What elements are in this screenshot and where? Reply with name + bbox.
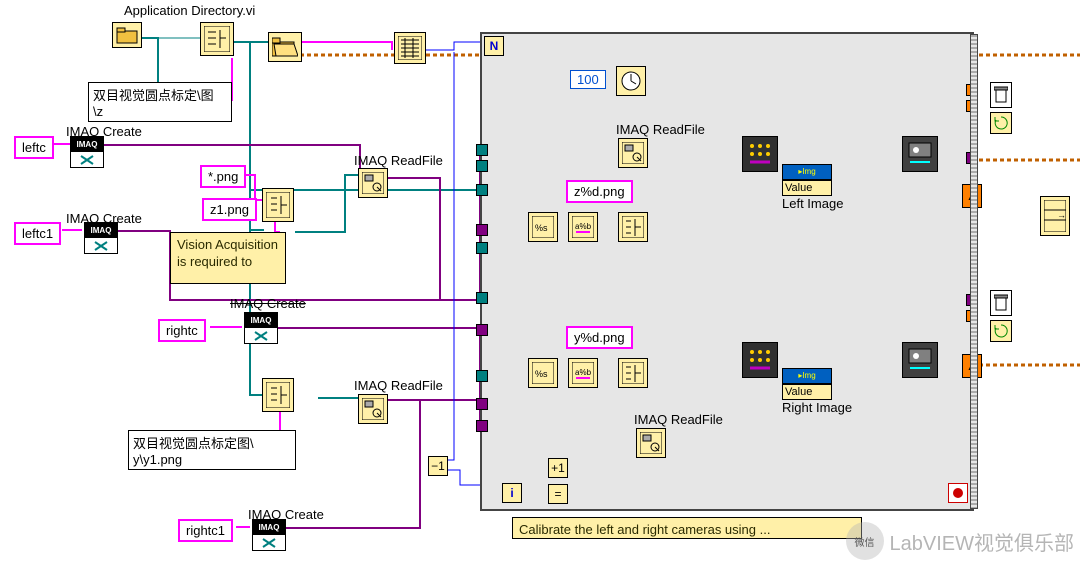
build-path-1-icon (200, 22, 234, 56)
imaq-create-4-icon: IMAQ (252, 519, 286, 551)
imaq-readfile-label-4: IMAQ ReadFile (634, 412, 723, 427)
const-yfmt-png: y%d.png (566, 326, 633, 349)
const-rightc: rightc (158, 319, 206, 342)
prop-node-left: ▸Img Value (782, 164, 832, 196)
loop-conditional-terminal (948, 483, 968, 503)
dispose-1-icon (990, 82, 1012, 108)
const-leftc1: leftc1 (14, 222, 61, 245)
increment-icon: +1 (548, 458, 568, 478)
calib-grid-2-icon (742, 342, 778, 378)
wechat-icon: 微信 (846, 522, 884, 560)
imaq-readfile-label-1: IMAQ ReadFile (354, 153, 443, 168)
format-string-2-icon: a%b (568, 358, 598, 388)
imaq-readfile-label-2: IMAQ ReadFile (354, 378, 443, 393)
const-star-png: *.png (200, 165, 246, 188)
refresh-2-icon (990, 320, 1012, 342)
note-calibrate: Calibrate the left and right cameras usi… (512, 517, 862, 539)
imaq-readfile-4-icon (636, 428, 666, 458)
wait-ms-icon (616, 66, 646, 96)
note-vision-acq: Vision Acquisition is required to (170, 232, 286, 284)
refresh-1-icon (990, 112, 1012, 134)
img-process-2-icon (902, 342, 938, 378)
imaq-create-3-icon: IMAQ (244, 312, 278, 344)
imaq-readfile-2-icon (358, 394, 388, 424)
const-path-y: 双目视觉圆点标定图\ y\y1.png (128, 430, 296, 470)
calib-grid-1-icon (742, 136, 778, 172)
build-path-2-icon (262, 188, 294, 222)
imaq-create-2-icon: IMAQ (84, 222, 118, 254)
svg-text:a%b: a%b (575, 368, 592, 377)
const-path-z: 双目视觉圆点标定\图 \z (88, 82, 232, 122)
bundle-icon: → (1040, 196, 1070, 236)
const-leftc: leftc (14, 136, 54, 159)
appdir-vi-icon (112, 22, 142, 48)
scan-string-1-icon: %s (528, 212, 558, 242)
const-zfmt-png: z%d.png (566, 180, 633, 203)
right-image-label: Right Image (782, 400, 852, 415)
svg-text:%s: %s (535, 369, 548, 379)
watermark: 微信 LabVIEW视觉俱乐部 (846, 522, 1074, 560)
left-image-label: Left Image (782, 196, 843, 211)
svg-text:→: → (1057, 210, 1066, 220)
const-100: 100 (570, 70, 606, 89)
for-loop: N i ▲ ▲ (480, 32, 974, 511)
format-string-1-icon: a%b (568, 212, 598, 242)
decrement-icon: −1 (428, 456, 448, 476)
build-path-3-icon (262, 378, 294, 412)
build-path-4-icon (618, 212, 648, 242)
loop-n-terminal: N (484, 36, 504, 56)
prop-value-right: Value (783, 384, 831, 399)
equal-icon: = (548, 484, 568, 504)
imaq-readfile-3-icon (618, 138, 648, 168)
imaq-readfile-1-icon (358, 168, 388, 198)
svg-text:%s: %s (535, 223, 548, 233)
loop-i-terminal: i (502, 483, 522, 503)
svg-text:a%b: a%b (575, 222, 592, 231)
const-rightc1: rightc1 (178, 519, 233, 542)
list-folder-icon (394, 32, 426, 64)
build-path-5-icon (618, 358, 648, 388)
prop-value-left: Value (783, 180, 831, 195)
appdir-label: Application Directory.vi (124, 3, 255, 18)
watermark-text: LabVIEW视觉俱乐部 (890, 527, 1074, 556)
imaq-readfile-label-3: IMAQ ReadFile (616, 122, 705, 137)
dispose-2-icon (990, 290, 1012, 316)
imaq-create-1-icon: IMAQ (70, 136, 104, 168)
prop-node-right: ▸Img Value (782, 368, 832, 400)
folder-open-icon (268, 32, 302, 62)
const-z1-png: z1.png (202, 198, 257, 221)
scan-string-2-icon: %s (528, 358, 558, 388)
img-process-1-icon (902, 136, 938, 172)
imaq-create-label-3: IMAQ Create (230, 296, 306, 311)
